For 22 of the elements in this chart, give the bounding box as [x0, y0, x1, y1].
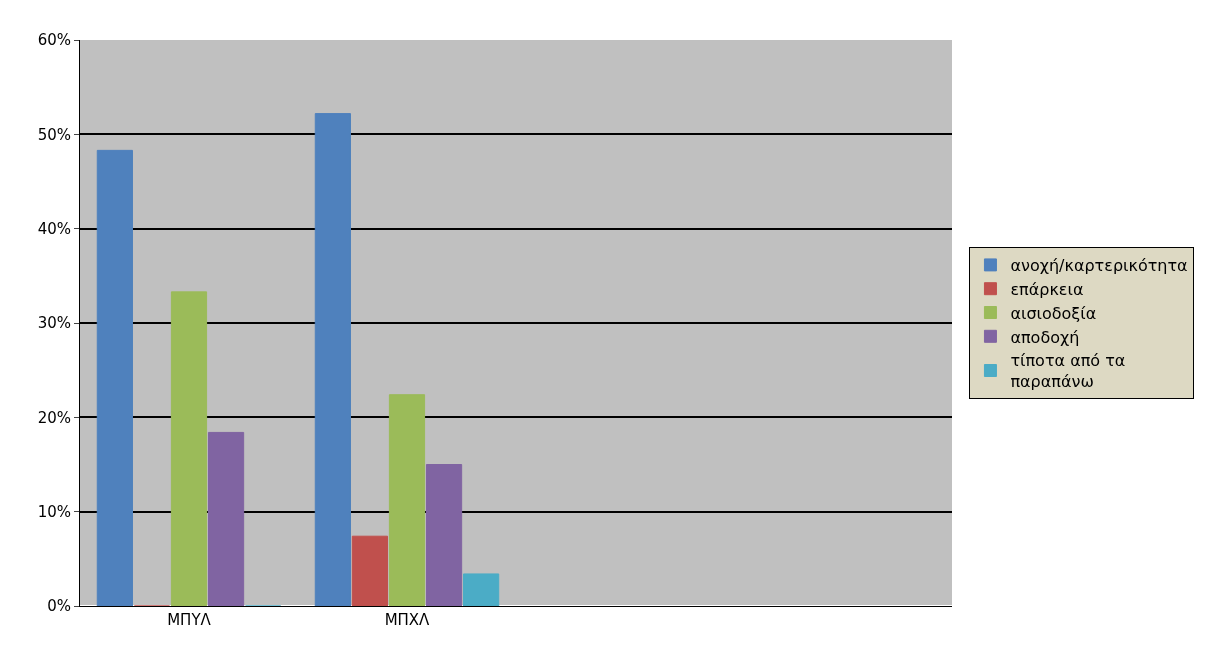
- legend-label: αποδοχή: [1010, 327, 1080, 347]
- y-tick-label: 0%: [47, 597, 71, 616]
- legend-label: ανοχή/καρτερικότητα: [1010, 256, 1188, 276]
- y-tick-label: 20%: [37, 408, 71, 427]
- bar: [170, 291, 208, 606]
- bar: [96, 149, 133, 606]
- legend-label: αισιοδοξία: [1010, 303, 1097, 323]
- y-tick-label: 40%: [37, 219, 71, 238]
- x-tick-label: ΜΠΧΛ: [384, 611, 431, 629]
- bar: [351, 535, 389, 606]
- legend-label: επάρκεια: [1010, 279, 1084, 299]
- legend-label: τίποτα από τα παραπάνω: [1010, 351, 1126, 392]
- bar: [463, 573, 500, 606]
- bar: [388, 394, 426, 606]
- y-tick-label: 30%: [37, 314, 71, 333]
- bar: [207, 431, 245, 606]
- bar: [425, 464, 463, 606]
- y-tick-label: 50%: [37, 125, 71, 144]
- bar: [314, 113, 351, 606]
- x-tick-label: ΜΠΥΛ: [167, 611, 212, 629]
- y-tick-label: 60%: [37, 31, 71, 50]
- y-tick-label: 10%: [37, 502, 71, 521]
